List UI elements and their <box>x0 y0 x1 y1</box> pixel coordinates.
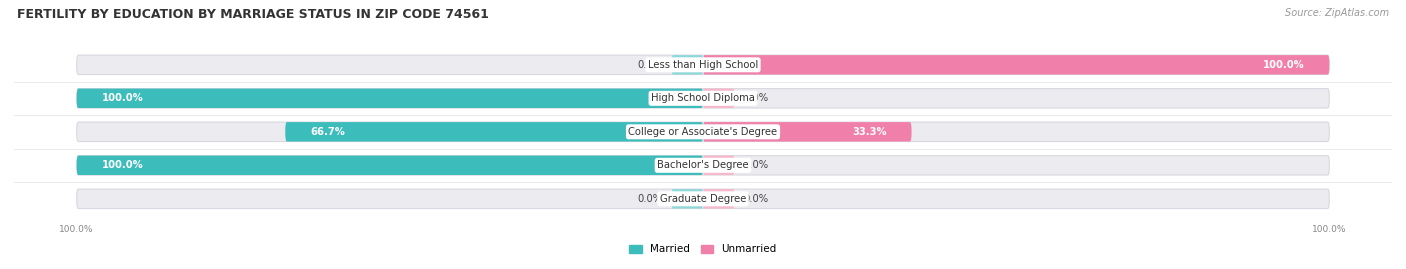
Text: High School Diploma: High School Diploma <box>651 93 755 103</box>
FancyBboxPatch shape <box>703 189 734 208</box>
Text: FERTILITY BY EDUCATION BY MARRIAGE STATUS IN ZIP CODE 74561: FERTILITY BY EDUCATION BY MARRIAGE STATU… <box>17 8 489 21</box>
FancyBboxPatch shape <box>77 89 703 108</box>
Text: 100.0%: 100.0% <box>1263 60 1305 70</box>
Text: Source: ZipAtlas.com: Source: ZipAtlas.com <box>1285 8 1389 18</box>
Text: 0.0%: 0.0% <box>637 194 662 204</box>
FancyBboxPatch shape <box>285 122 703 141</box>
FancyBboxPatch shape <box>77 55 1329 75</box>
Text: 0.0%: 0.0% <box>744 93 769 103</box>
Legend: Married, Unmarried: Married, Unmarried <box>630 245 776 254</box>
Text: 33.3%: 33.3% <box>852 127 887 137</box>
Text: 0.0%: 0.0% <box>744 160 769 170</box>
Text: Less than High School: Less than High School <box>648 60 758 70</box>
FancyBboxPatch shape <box>703 155 734 175</box>
Text: 66.7%: 66.7% <box>311 127 346 137</box>
Text: 0.0%: 0.0% <box>637 60 662 70</box>
FancyBboxPatch shape <box>672 189 703 208</box>
FancyBboxPatch shape <box>703 122 911 141</box>
Text: Bachelor's Degree: Bachelor's Degree <box>657 160 749 170</box>
FancyBboxPatch shape <box>77 155 703 175</box>
Text: College or Associate's Degree: College or Associate's Degree <box>628 127 778 137</box>
Text: 100.0%: 100.0% <box>101 93 143 103</box>
Text: 0.0%: 0.0% <box>744 194 769 204</box>
FancyBboxPatch shape <box>77 89 1329 108</box>
Text: Graduate Degree: Graduate Degree <box>659 194 747 204</box>
Text: 100.0%: 100.0% <box>101 160 143 170</box>
FancyBboxPatch shape <box>77 155 1329 175</box>
FancyBboxPatch shape <box>672 55 703 75</box>
FancyBboxPatch shape <box>77 122 1329 141</box>
FancyBboxPatch shape <box>703 55 1329 75</box>
FancyBboxPatch shape <box>703 89 734 108</box>
FancyBboxPatch shape <box>77 189 1329 208</box>
